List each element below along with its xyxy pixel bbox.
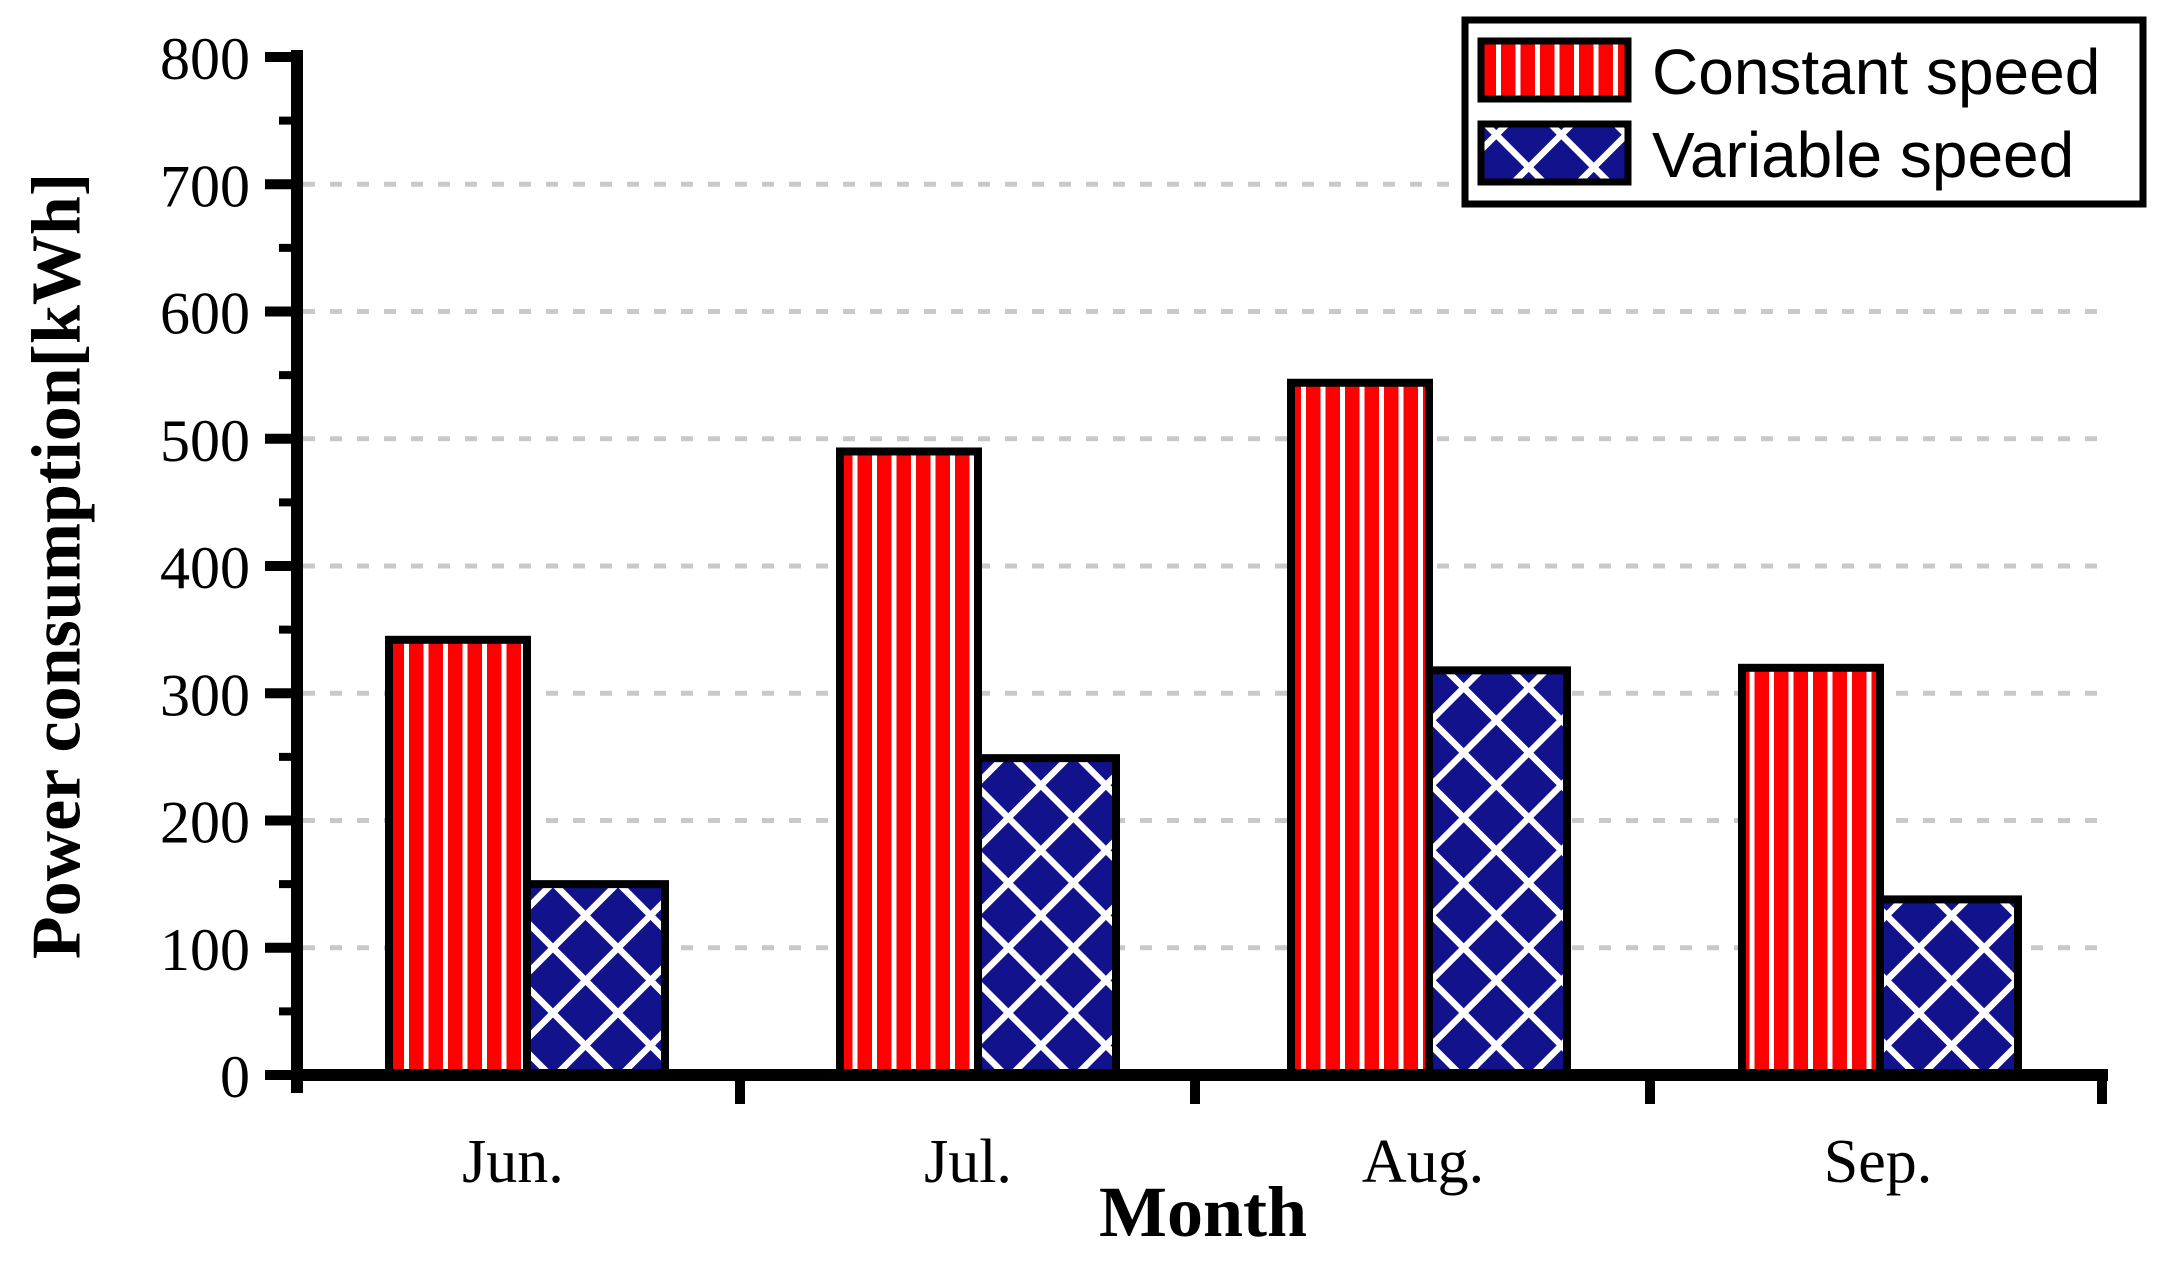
- y-tick-label-600: 600: [160, 281, 250, 347]
- legend-label-variable-speed: Variable speed: [1652, 119, 2074, 191]
- bars-group: [385, 378, 2022, 1078]
- y-tick-label-100: 100: [160, 917, 250, 983]
- x-axis-line: [291, 1069, 2108, 1081]
- y-tick-label-200: 200: [160, 790, 250, 856]
- legend-label-constant-speed: Constant speed: [1652, 36, 2100, 108]
- bar-variable-jul: [974, 754, 1120, 1078]
- bar-constant-sep: [1738, 663, 1884, 1077]
- axes: [265, 50, 2108, 1104]
- legend-swatch-constant-speed: [1477, 37, 1632, 103]
- bar-variable-jun: [523, 880, 669, 1077]
- y-tick-label-700: 700: [160, 153, 250, 219]
- legend: Constant speed Variable speed: [1461, 16, 2147, 208]
- x-axis-title: Month: [1099, 1172, 1307, 1252]
- y-tick-label-300: 300: [160, 662, 250, 728]
- y-tick-label-0: 0: [220, 1044, 250, 1110]
- x-tick-labels: Jun. Jul. Aug. Sep.: [462, 1128, 1932, 1196]
- x-tick-label-sep: Sep.: [1824, 1128, 1933, 1196]
- y-tick-labels: 0 100 200 300 400 500 600 700 800: [160, 26, 250, 1110]
- bar-variable-aug: [1425, 666, 1571, 1077]
- x-tick-label-aug: Aug.: [1362, 1128, 1484, 1196]
- bar-constant-aug: [1287, 378, 1433, 1077]
- y-tick-label-800: 800: [160, 26, 250, 92]
- y-axis-line: [291, 50, 303, 1093]
- y-tick-label-400: 400: [160, 535, 250, 601]
- legend-swatch-variable-speed: [1477, 120, 1632, 186]
- bar-constant-jun: [385, 635, 531, 1077]
- y-tick-label-500: 500: [160, 408, 250, 474]
- y-axis-title: Power consumption[kWh]: [19, 173, 96, 959]
- x-tick-label-jun: Jun.: [462, 1128, 564, 1196]
- bar-variable-sep: [1876, 895, 2022, 1078]
- bar-constant-jul: [836, 447, 982, 1078]
- x-tick-label-jul: Jul.: [924, 1128, 1012, 1196]
